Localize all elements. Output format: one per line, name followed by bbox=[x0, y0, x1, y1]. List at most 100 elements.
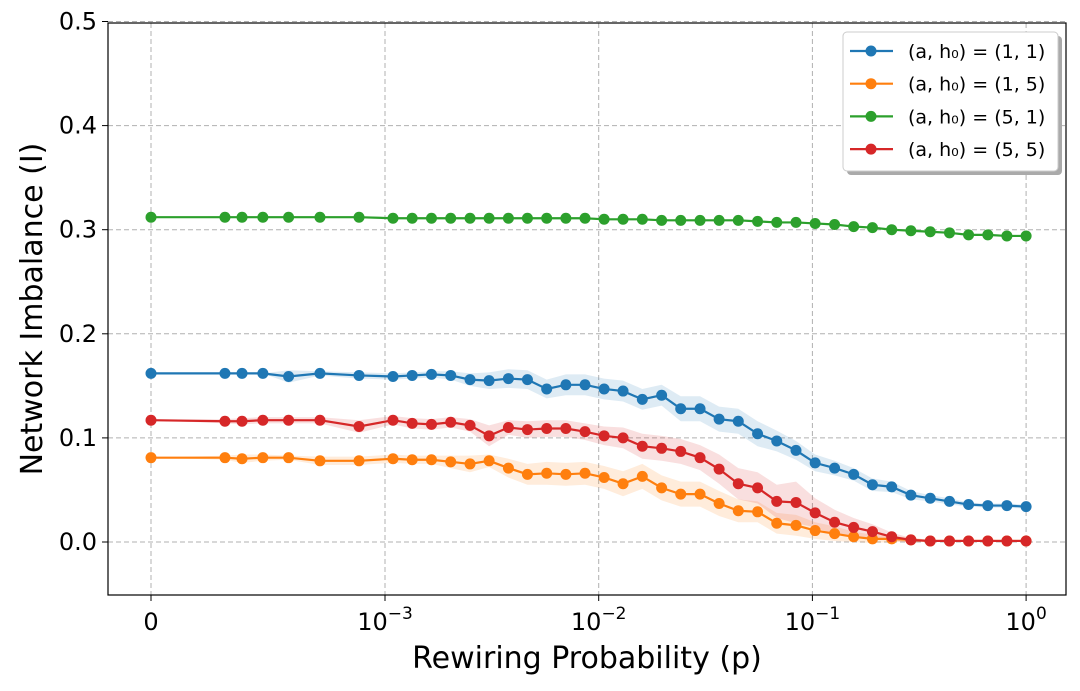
data-point bbox=[145, 367, 157, 379]
data-point bbox=[541, 467, 553, 479]
x-axis-label: Rewiring Probability (p) bbox=[412, 641, 762, 676]
legend-label: (a, h₀) = (1, 5) bbox=[908, 74, 1045, 96]
data-point bbox=[219, 452, 231, 464]
legend-box bbox=[842, 31, 1059, 172]
data-point bbox=[464, 374, 476, 386]
x-tick-label: 10−1 bbox=[785, 604, 841, 636]
data-point bbox=[560, 212, 572, 224]
data-point bbox=[145, 452, 157, 464]
data-point bbox=[790, 444, 802, 456]
data-point bbox=[790, 519, 802, 531]
data-point bbox=[464, 419, 476, 431]
data-point bbox=[541, 212, 553, 224]
data-point bbox=[521, 374, 533, 386]
data-point bbox=[219, 367, 231, 379]
data-point bbox=[790, 216, 802, 228]
series-lines bbox=[145, 211, 1032, 547]
data-point bbox=[732, 505, 744, 517]
x-tick-label: 0 bbox=[143, 608, 158, 636]
x-tick-label: 10−2 bbox=[571, 604, 627, 636]
confidence-band bbox=[151, 454, 1027, 544]
data-point bbox=[314, 367, 326, 379]
data-point bbox=[353, 369, 365, 381]
data-point bbox=[1001, 500, 1013, 512]
data-point bbox=[219, 415, 231, 427]
data-point bbox=[502, 373, 514, 385]
y-axis-ticks: 0.0 0.1 0.2 0.3 0.4 0.5 bbox=[59, 8, 108, 556]
data-point bbox=[982, 229, 994, 241]
x-tick-base: 0 bbox=[143, 608, 158, 636]
data-point bbox=[943, 227, 955, 239]
x-tick-label: 10−3 bbox=[357, 604, 413, 636]
data-point bbox=[866, 479, 878, 491]
legend-label: (a, h₀) = (1, 1) bbox=[908, 41, 1045, 63]
data-point bbox=[521, 468, 533, 480]
data-point bbox=[257, 211, 269, 223]
data-point bbox=[406, 417, 418, 429]
data-point bbox=[848, 468, 860, 480]
data-point bbox=[1001, 535, 1013, 547]
data-point bbox=[257, 414, 269, 426]
data-point bbox=[636, 393, 648, 405]
data-point bbox=[617, 478, 629, 490]
data-point bbox=[579, 426, 591, 438]
data-point bbox=[905, 489, 917, 501]
data-point bbox=[694, 488, 706, 500]
y-tick-label: 0.1 bbox=[59, 424, 97, 452]
data-point bbox=[675, 403, 687, 415]
data-point bbox=[982, 500, 994, 512]
data-point bbox=[560, 468, 572, 480]
data-point bbox=[656, 442, 668, 454]
data-point bbox=[809, 217, 821, 229]
data-point bbox=[636, 213, 648, 225]
x-tick-label: 100 bbox=[1005, 604, 1046, 636]
legend-label: (a, h₀) = (5, 5) bbox=[908, 139, 1045, 161]
data-point bbox=[732, 214, 744, 226]
y-tick-label: 0.3 bbox=[59, 216, 97, 244]
y-tick-label: 0.4 bbox=[59, 112, 97, 140]
data-point bbox=[829, 462, 841, 474]
legend-marker bbox=[865, 110, 877, 122]
data-point bbox=[713, 214, 725, 226]
data-point bbox=[963, 499, 975, 511]
data-point bbox=[283, 414, 295, 426]
data-point bbox=[886, 481, 898, 493]
data-point bbox=[283, 370, 295, 382]
x-tick-base: 10 bbox=[571, 608, 602, 636]
data-point bbox=[656, 482, 668, 494]
data-point bbox=[617, 432, 629, 444]
x-axis-ticks: 0 10−3 10−2 10−1 100 bbox=[143, 595, 1047, 636]
data-point bbox=[353, 420, 365, 432]
data-point bbox=[1020, 230, 1032, 242]
data-point bbox=[464, 212, 476, 224]
data-point bbox=[387, 453, 399, 465]
data-point bbox=[752, 215, 764, 227]
data-point bbox=[732, 478, 744, 490]
data-point bbox=[425, 368, 437, 380]
data-point bbox=[771, 495, 783, 507]
data-point bbox=[353, 455, 365, 467]
data-point bbox=[675, 214, 687, 226]
data-point bbox=[236, 453, 248, 465]
data-point bbox=[541, 383, 553, 395]
data-point bbox=[483, 455, 495, 467]
data-point bbox=[732, 415, 744, 427]
data-point bbox=[886, 531, 898, 543]
data-point bbox=[636, 470, 648, 482]
data-point bbox=[425, 212, 437, 224]
data-point bbox=[387, 370, 399, 382]
data-point bbox=[752, 428, 764, 440]
legend-marker bbox=[865, 78, 877, 90]
data-point bbox=[464, 458, 476, 470]
y-axis-label: Network Imbalance (I) bbox=[15, 143, 50, 476]
data-point bbox=[924, 492, 936, 504]
series bbox=[145, 211, 1032, 242]
legend: (a, h₀) = (1, 1) (a, h₀) = (1, 5) (a, h₀) … bbox=[842, 31, 1062, 175]
data-point bbox=[236, 367, 248, 379]
data-point bbox=[445, 456, 457, 468]
data-point bbox=[445, 416, 457, 428]
data-point bbox=[236, 415, 248, 427]
x-tick-exponent: 0 bbox=[1036, 604, 1047, 624]
x-tick-base: 10 bbox=[1005, 608, 1036, 636]
data-point bbox=[617, 385, 629, 397]
